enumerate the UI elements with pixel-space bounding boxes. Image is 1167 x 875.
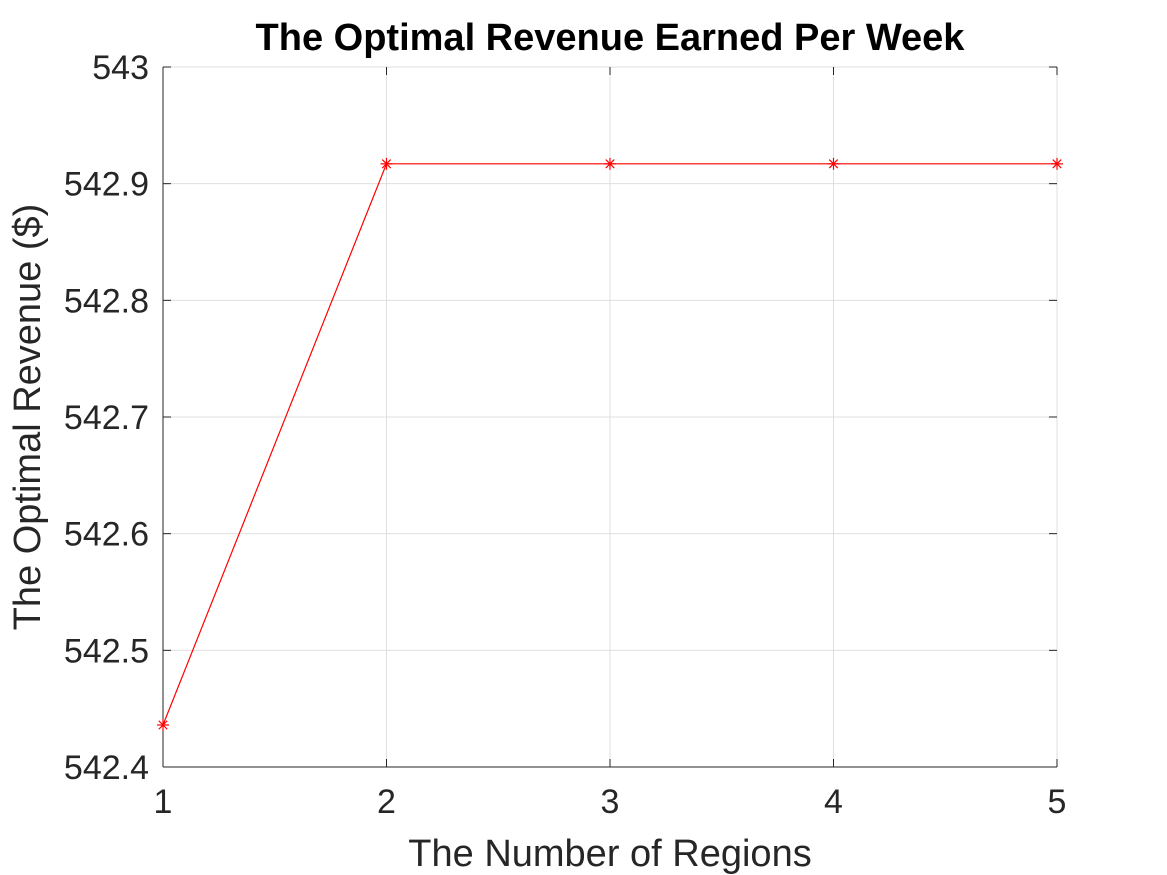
y-tick-label: 542.8 <box>64 282 149 320</box>
y-tick-label: 543 <box>92 49 149 87</box>
x-axis-label: The Number of Regions <box>408 833 811 875</box>
data-point-marker <box>157 719 169 731</box>
marker-stroke <box>605 159 615 169</box>
data-point-marker <box>604 157 616 170</box>
x-tick-label: 3 <box>601 783 620 821</box>
y-tick-label: 542.4 <box>64 749 149 787</box>
chart-title: The Optimal Revenue Earned Per Week <box>256 17 966 59</box>
data-series <box>157 157 1063 731</box>
x-tick-label: 4 <box>824 783 843 821</box>
x-tick-label: 5 <box>1048 783 1067 821</box>
ticks: 1 2 3 4 5 542.4 542.5 542.6 542.7 542.8 542.9 543 <box>64 49 1067 821</box>
y-axis-label: The Optimal Revenue ($) <box>7 204 49 631</box>
data-point-marker <box>1051 157 1063 170</box>
marker-stroke <box>381 159 392 169</box>
data-point-marker <box>380 157 393 170</box>
marker-stroke <box>1052 159 1062 169</box>
y-tick-label: 542.6 <box>64 516 149 554</box>
y-tick-label: 542.7 <box>64 399 149 437</box>
x-tick-label: 2 <box>377 783 396 821</box>
data-point-marker <box>827 157 840 170</box>
x-tick-label: 1 <box>154 783 173 821</box>
marker-stroke <box>828 159 839 169</box>
marker-stroke <box>158 720 168 730</box>
y-tick-label: 542.9 <box>64 166 149 204</box>
y-tick-label: 542.5 <box>64 632 149 670</box>
